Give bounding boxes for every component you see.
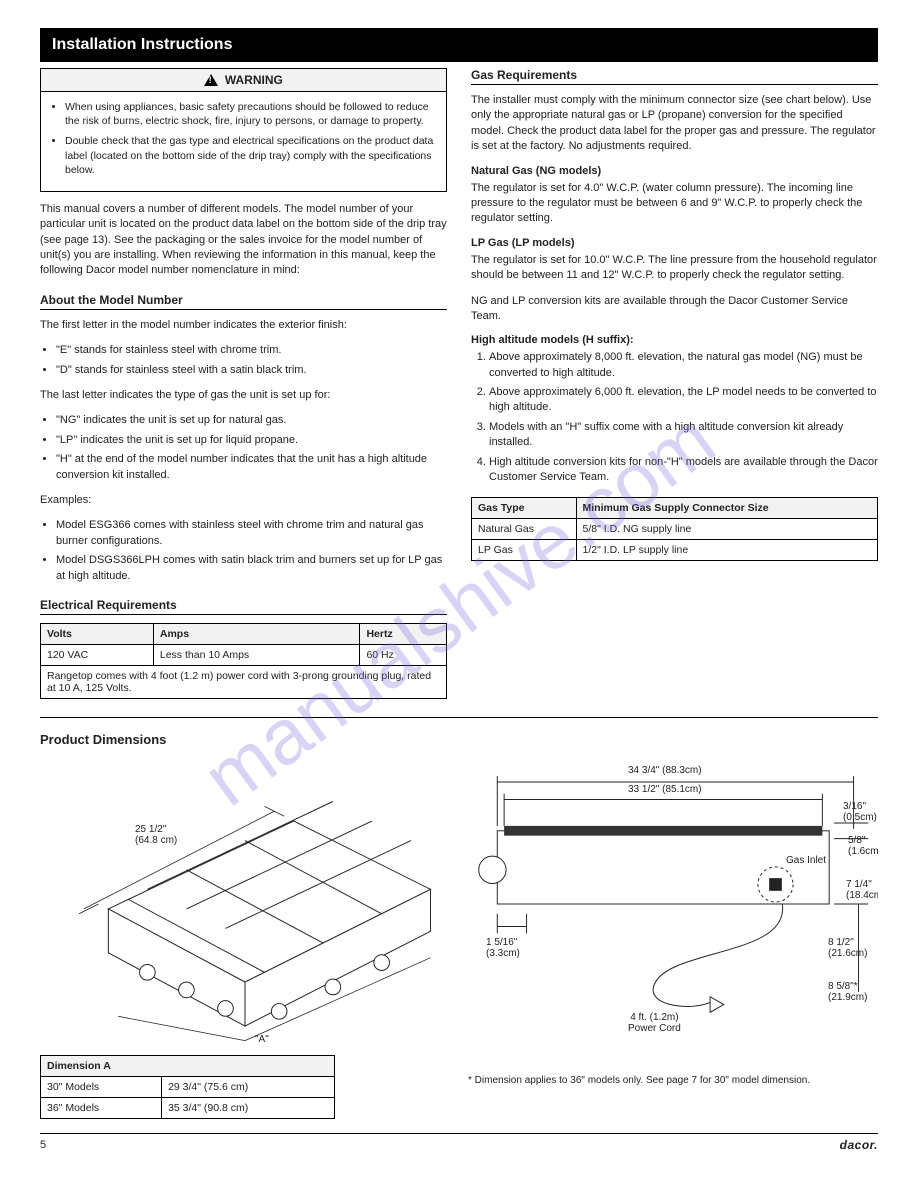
- gas-lp: The regulator is set for 10.0" W.C.P. Th…: [471, 253, 878, 284]
- nomen-b5: "H" at the end of the model number indic…: [56, 452, 447, 483]
- diagram-b: 34 3/4" (88.3cm) 33 1/2" (85.1cm) 3/16" …: [468, 759, 878, 1049]
- gas-ha-1: Above approximately 8,000 ft. elevation,…: [489, 350, 878, 381]
- nomen-list2: "NG" indicates the unit is set up for na…: [40, 413, 447, 483]
- gas-r2c2: 1/2" I.D. LP supply line: [576, 540, 877, 561]
- elec-h1: Volts: [41, 623, 154, 644]
- gas-head: Gas Requirements: [471, 68, 878, 85]
- nomen-p3: Examples:: [40, 493, 447, 508]
- b-d812: 8 1/2" (21.6cm): [828, 937, 867, 960]
- b-d33: 33 1/2" (85.1cm): [628, 784, 702, 796]
- gas-r1c1: Natural Gas: [472, 519, 577, 540]
- diagram-row: "A" 25 1/2" (64.8 cm) Dimension A 30" Mo…: [40, 759, 878, 1119]
- warning-box: WARNING When using appliances, basic saf…: [40, 68, 447, 192]
- elec-h2: Amps: [153, 623, 360, 644]
- gas-r1c2: 5/8" I.D. NG supply line: [576, 519, 877, 540]
- b-d316: 3/16" (0.5cm): [843, 801, 877, 824]
- warn-li2: Double check that the gas type and elect…: [65, 134, 436, 177]
- dim-a-head: Dimension A: [41, 1055, 335, 1076]
- gas-ng: The regulator is set for 4.0" W.C.P. (wa…: [471, 181, 878, 227]
- dimA-r1c2: 29 3/4" (75.6 cm): [162, 1076, 335, 1097]
- warning-heading: WARNING: [41, 69, 446, 92]
- page-number: 5: [40, 1139, 46, 1151]
- gas-conv: NG and LP conversion kits are available …: [471, 294, 878, 325]
- dim-a-table: Dimension A 30" Models 29 3/4" (75.6 cm)…: [40, 1055, 335, 1119]
- gas-reg: The installer must comply with the minim…: [471, 93, 878, 155]
- nomen-p1: The first letter in the model number ind…: [40, 318, 447, 333]
- dims-head: Product Dimensions: [40, 732, 878, 749]
- elec-r1c1: 120 VAC: [41, 644, 154, 665]
- warning-body: When using appliances, basic safety prec…: [41, 92, 446, 191]
- page-title-bar: Installation Instructions: [40, 28, 878, 62]
- gas-sub3: High altitude models (H suffix):: [471, 334, 878, 346]
- model-note: This manual covers a number of different…: [40, 202, 447, 279]
- page-title: Installation Instructions: [52, 36, 232, 53]
- nomen-list3: Model ESG366 comes with stainless steel …: [40, 518, 447, 584]
- gas-ha-2: Above approximately 6,000 ft. elevation,…: [489, 385, 878, 416]
- elec-r2: Rangetop comes with 4 foot (1.2 m) power…: [41, 665, 447, 698]
- diagram-b-wrap: 34 3/4" (88.3cm) 33 1/2" (85.1cm) 3/16" …: [468, 759, 878, 1119]
- gas-sub1: Natural Gas (NG models): [471, 165, 878, 177]
- nomen-b4: "LP" indicates the unit is set up for li…: [56, 433, 447, 448]
- gas-h2: Minimum Gas Supply Connector Size: [576, 498, 877, 519]
- gas-sub2: LP Gas (LP models): [471, 237, 878, 249]
- dimA-r2c2: 35 3/4" (90.8 cm): [162, 1097, 335, 1118]
- left-col: WARNING When using appliances, basic saf…: [40, 68, 447, 699]
- dim-b-label: 25 1/2" (64.8 cm): [135, 824, 177, 847]
- elec-r1c2: Less than 10 Amps: [153, 644, 360, 665]
- b-d714: 7 1/4" (18.4cm): [846, 879, 878, 902]
- dim-a-label: "A": [255, 1034, 269, 1046]
- warning-icon: [204, 74, 218, 86]
- b-d58: 5/8" (1.6cm): [848, 835, 878, 858]
- dimA-r2c1: 36" Models: [41, 1097, 162, 1118]
- diagram-a: "A" 25 1/2" (64.8 cm): [40, 759, 450, 1049]
- dimA-r1c1: 30" Models: [41, 1076, 162, 1097]
- elec-r1c3: 60 Hz: [360, 644, 447, 665]
- mid-rule: [40, 717, 878, 718]
- b-gas: Gas Inlet: [786, 855, 826, 867]
- nomen-b6: Model ESG366 comes with stainless steel …: [56, 518, 447, 549]
- footer: 5 dacor.: [40, 1133, 878, 1152]
- brand-logo: dacor.: [840, 1138, 878, 1152]
- upper-columns: WARNING When using appliances, basic saf…: [40, 68, 878, 699]
- gas-h1: Gas Type: [472, 498, 577, 519]
- elec-table: Volts Amps Hertz 120 VAC Less than 10 Am…: [40, 623, 447, 699]
- gas-ha-4: High altitude conversion kits for non-"H…: [489, 455, 878, 486]
- nomen-b2: "D" stands for stainless steel with a sa…: [56, 363, 447, 378]
- b-d34: 34 3/4" (88.3cm): [628, 765, 702, 777]
- model-number-head: About the Model Number: [40, 293, 447, 310]
- nomen-list1: "E" stands for stainless steel with chro…: [40, 343, 447, 378]
- gas-table: Gas Type Minimum Gas Supply Connector Si…: [471, 497, 878, 561]
- diagram-a-svg: [40, 759, 450, 1049]
- nomen-p2: The last letter indicates the type of ga…: [40, 388, 447, 403]
- b-cord: 4 ft. (1.2m) Power Cord: [628, 1012, 681, 1035]
- diagram-a-wrap: "A" 25 1/2" (64.8 cm) Dimension A 30" Mo…: [40, 759, 450, 1119]
- nomen-b3: "NG" indicates the unit is set up for na…: [56, 413, 447, 428]
- b-d1516: 1 5/16" (3.3cm): [486, 937, 520, 960]
- gas-ha-3: Models with an "H" suffix come with a hi…: [489, 420, 878, 451]
- dims-footnote: * Dimension applies to 36" models only. …: [468, 1075, 878, 1086]
- right-col: Gas Requirements The installer must comp…: [471, 68, 878, 699]
- b-d858: 8 5/8"* (21.9cm): [828, 981, 867, 1004]
- nomen-b7: Model DSGS366LPH comes with satin black …: [56, 553, 447, 584]
- warn-li1: When using appliances, basic safety prec…: [65, 100, 436, 128]
- elec-h3: Hertz: [360, 623, 447, 644]
- elec-head: Electrical Requirements: [40, 598, 447, 615]
- gas-ha-list: Above approximately 8,000 ft. elevation,…: [471, 350, 878, 485]
- warning-word: WARNING: [225, 73, 283, 87]
- nomen-b1: "E" stands for stainless steel with chro…: [56, 343, 447, 358]
- gas-r2c1: LP Gas: [472, 540, 577, 561]
- diagram-b-svg: [468, 759, 878, 1049]
